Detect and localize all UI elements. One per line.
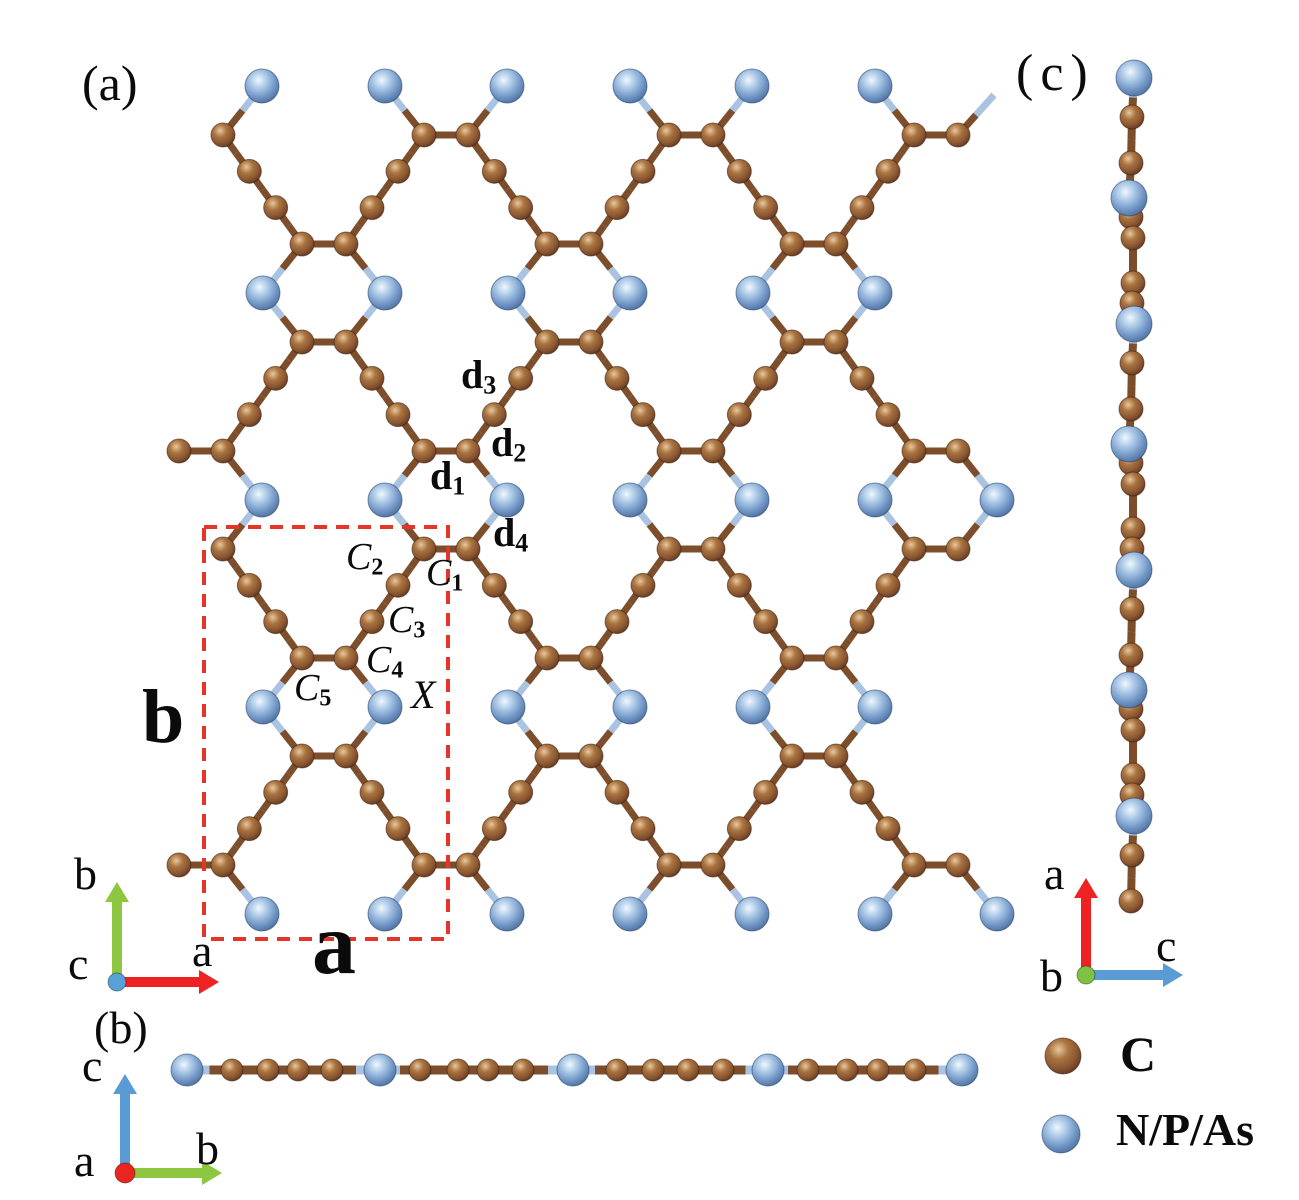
atom-label-c5: C5: [294, 667, 332, 712]
bond-label-d1: d1: [430, 453, 466, 501]
unit-cell-box: [202, 525, 450, 941]
axis-c-up-label: a: [1044, 848, 1065, 899]
panel-c-label: (c): [1016, 45, 1095, 102]
lattice-vector-a-label: a: [312, 896, 356, 993]
axis-a-origin-label: c: [68, 938, 89, 989]
axis-triad-a-view: [105, 882, 219, 994]
side-view-c: [1110, 59, 1153, 914]
axis-c-right-label: c: [1156, 920, 1177, 971]
panel-a-label: (a): [82, 55, 138, 111]
axis-c-origin-label: b: [1040, 950, 1063, 1001]
axis-b-up-label: c: [82, 1040, 103, 1091]
atom-label-x: X: [411, 672, 436, 717]
bond-label-d4: d4: [493, 510, 529, 558]
lattice-vector-b-label: b: [142, 675, 185, 759]
side-view-b: [170, 1053, 979, 1087]
bond-label-d2: d2: [491, 420, 527, 468]
axis-triad-b-view: [113, 1074, 222, 1185]
axis-triads: [105, 878, 1183, 1185]
legend-carbon-label: C: [1120, 1026, 1157, 1082]
top-view-atoms: [166, 68, 1015, 932]
bond-label-d3: d3: [461, 352, 497, 400]
atom-label-c1: C1: [426, 552, 464, 597]
legend-spheres: [1041, 1037, 1082, 1154]
atom-label-c4: C4: [366, 639, 404, 684]
axis-a-right-label: a: [192, 925, 213, 976]
axis-b-right-label: b: [196, 1123, 219, 1174]
legend-x-label: N/P/As: [1116, 1104, 1254, 1155]
panel-b-label: (b): [94, 1002, 148, 1053]
axis-a-up-label: b: [74, 848, 97, 899]
axis-b-origin-label: a: [74, 1135, 95, 1186]
axis-triad-c-view: [1074, 878, 1183, 987]
atom-label-c2: C2: [346, 536, 384, 581]
atom-label-c3: C3: [388, 599, 426, 644]
